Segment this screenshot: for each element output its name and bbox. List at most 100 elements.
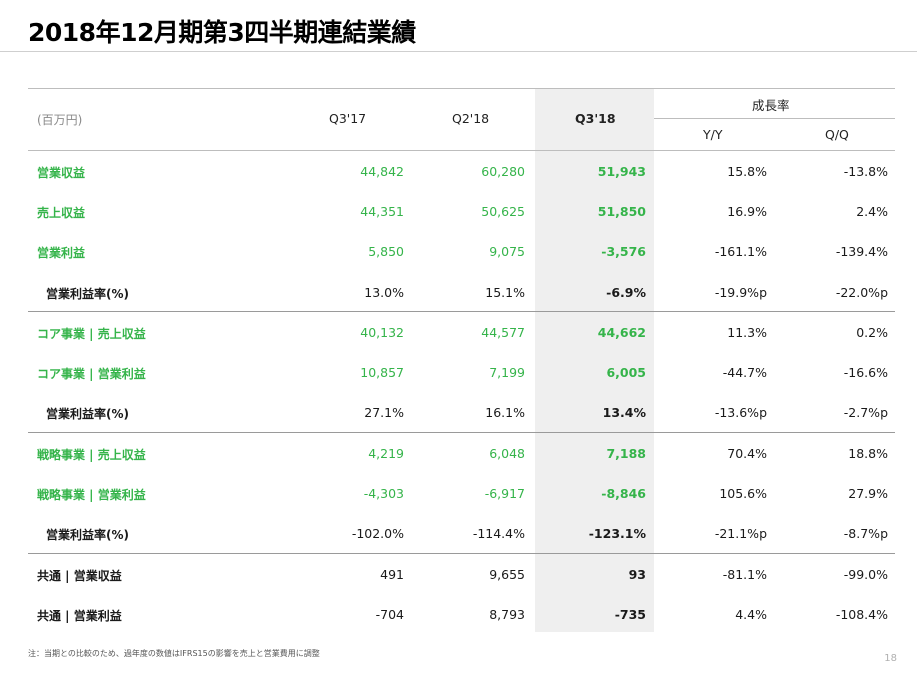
table-row: コア事業 | 営業利益 10,857 7,199 6,005 -44.7% -16.6% (0, 365, 917, 385)
table-top-rule (28, 88, 895, 89)
table-row: 営業利益 5,850 9,075 -3,576 -161.1% -139.4% (0, 244, 917, 264)
table-row: 共通 | 営業利益 -704 8,793 -735 4.4% -108.4% (0, 607, 917, 627)
table-row: 戦略事業 | 売上収益 4,219 6,048 7,188 70.4% 18.8% (0, 446, 917, 466)
row-label: 営業利益率(%) (46, 287, 129, 301)
footnote: 注：当期との比較のため、過年度の数値はIFRS15の影響を売上と営業費用に調整 (28, 649, 320, 658)
value-q3-17: 5,850 (368, 244, 404, 259)
value-yy: -161.1% (714, 244, 767, 259)
value-q3-17: -704 (375, 607, 404, 622)
value-q2-18: 16.1% (485, 405, 525, 420)
value-q3-18: 6,005 (606, 365, 646, 380)
value-qq: 2.4% (856, 204, 888, 219)
value-q3-18: -123.1% (588, 526, 646, 541)
value-yy: 70.4% (727, 446, 767, 461)
value-q3-18: -735 (614, 607, 646, 622)
page-number: 18 (884, 653, 897, 664)
row-label: 営業利益 (37, 246, 86, 260)
col-header-q3-18: Q3'18 (575, 111, 616, 126)
value-q3-18: -6.9% (606, 285, 646, 300)
value-yy: 11.3% (727, 325, 767, 340)
value-yy: -21.1%p (714, 526, 767, 541)
value-qq: -13.8% (843, 164, 888, 179)
table-row: 営業利益率(%) 27.1% 16.1% 13.4% -13.6%p -2.7%p (0, 405, 917, 425)
value-qq: 27.9% (848, 486, 888, 501)
value-qq: -16.6% (843, 365, 888, 380)
row-label: 営業利益率(%) (46, 528, 129, 542)
value-yy: -19.9%p (714, 285, 767, 300)
value-yy: 4.4% (735, 607, 767, 622)
table-row: 売上収益 44,351 50,625 51,850 16.9% 2.4% (0, 204, 917, 224)
unit-label: (百万円) (37, 113, 83, 127)
value-q3-18: 13.4% (602, 405, 646, 420)
value-q3-17: 44,351 (360, 204, 404, 219)
value-q3-17: -4,303 (363, 486, 404, 501)
value-q3-17: 13.0% (364, 285, 404, 300)
value-yy: -44.7% (722, 365, 767, 380)
table-row: 営業利益率(%) 13.0% 15.1% -6.9% -19.9%p -22.0%p (0, 285, 917, 305)
value-yy: 105.6% (719, 486, 767, 501)
value-q3-18: 44,662 (597, 325, 646, 340)
col-header-yy: Y/Y (703, 127, 723, 142)
value-yy: 16.9% (727, 204, 767, 219)
value-q3-18: -8,846 (601, 486, 646, 501)
value-q3-18: 51,943 (597, 164, 646, 179)
value-yy: 15.8% (727, 164, 767, 179)
table-header-rule (28, 150, 895, 151)
value-qq: 0.2% (856, 325, 888, 340)
value-q2-18: 50,625 (481, 204, 525, 219)
value-qq: -22.0%p (835, 285, 888, 300)
group-divider (28, 553, 895, 554)
growth-header-rule (654, 118, 895, 119)
value-q2-18: 9,655 (489, 567, 525, 582)
value-q3-17: 4,219 (368, 446, 404, 461)
growth-rate-header: 成長率 (752, 98, 790, 113)
value-q2-18: -6,917 (484, 486, 525, 501)
value-q2-18: 8,793 (489, 607, 525, 622)
value-q3-18: 7,188 (606, 446, 646, 461)
value-q3-17: 44,842 (360, 164, 404, 179)
row-label: 売上収益 (37, 206, 86, 220)
table-row: コア事業 | 売上収益 40,132 44,577 44,662 11.3% 0.2% (0, 325, 917, 345)
group-divider (28, 311, 895, 312)
value-yy: -81.1% (722, 567, 767, 582)
value-q3-17: 491 (380, 567, 404, 582)
value-qq: -8.7%p (843, 526, 888, 541)
current-quarter-highlight (535, 88, 654, 632)
table-row: 営業利益率(%) -102.0% -114.4% -123.1% -21.1%p -8.7… (0, 526, 917, 546)
value-q3-17: -102.0% (351, 526, 404, 541)
col-header-q3-17: Q3'17 (329, 111, 367, 126)
row-label: 共通 | 営業利益 (37, 609, 122, 623)
row-label: 戦略事業 | 売上収益 (37, 448, 146, 462)
page-title: 2018年12月期第3四半期連結業績 (28, 18, 416, 47)
row-label: 共通 | 営業収益 (37, 569, 122, 583)
value-q2-18: 44,577 (481, 325, 525, 340)
value-q2-18: 9,075 (489, 244, 525, 259)
value-qq: -2.7%p (843, 405, 888, 420)
row-label: 営業収益 (37, 166, 86, 180)
row-label: 営業利益率(%) (46, 407, 129, 421)
table-row: 共通 | 営業収益 491 9,655 93 -81.1% -99.0% (0, 567, 917, 587)
value-q2-18: 15.1% (485, 285, 525, 300)
value-q3-17: 10,857 (360, 365, 404, 380)
value-qq: -99.0% (843, 567, 888, 582)
table-row: 営業収益 44,842 60,280 51,943 15.8% -13.8% (0, 164, 917, 184)
value-q3-18: 93 (628, 567, 646, 582)
value-qq: 18.8% (848, 446, 888, 461)
row-label: コア事業 | 営業利益 (37, 367, 146, 381)
value-qq: -139.4% (835, 244, 888, 259)
row-label: 戦略事業 | 営業利益 (37, 488, 146, 502)
value-q2-18: 6,048 (489, 446, 525, 461)
value-q2-18: 60,280 (481, 164, 525, 179)
value-qq: -108.4% (835, 607, 888, 622)
col-header-q2-18: Q2'18 (452, 111, 490, 126)
value-q3-18: 51,850 (597, 204, 646, 219)
group-divider (28, 432, 895, 433)
value-q2-18: 7,199 (489, 365, 525, 380)
value-q3-17: 27.1% (364, 405, 404, 420)
table-row: 戦略事業 | 営業利益 -4,303 -6,917 -8,846 105.6% 27.9% (0, 486, 917, 506)
value-q3-18: -3,576 (601, 244, 646, 259)
value-q2-18: -114.4% (472, 526, 525, 541)
title-divider (0, 51, 917, 52)
value-yy: -13.6%p (714, 405, 767, 420)
row-label: コア事業 | 売上収益 (37, 327, 146, 341)
